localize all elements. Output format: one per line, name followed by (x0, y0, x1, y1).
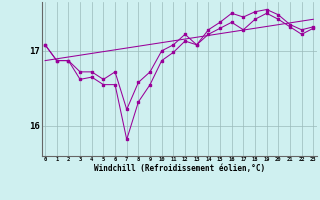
X-axis label: Windchill (Refroidissement éolien,°C): Windchill (Refroidissement éolien,°C) (94, 164, 265, 173)
